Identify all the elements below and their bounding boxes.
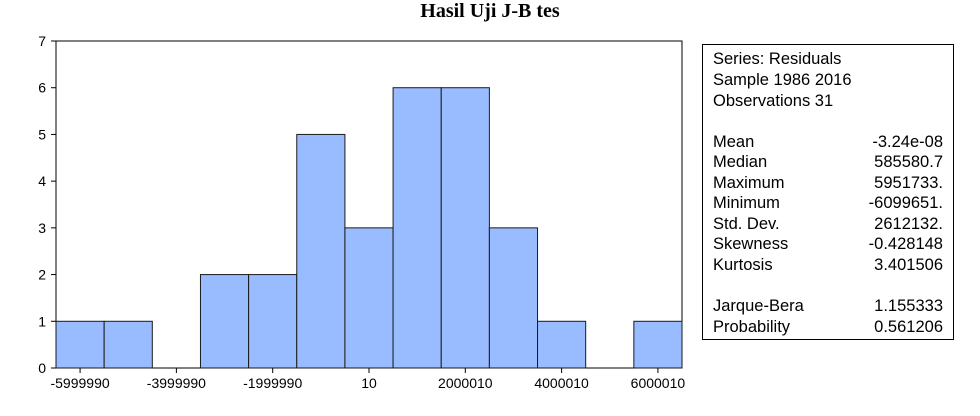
histogram-bar	[537, 320, 587, 369]
histogram-bar	[296, 133, 346, 369]
x-tick-label: 6000010	[631, 375, 686, 391]
y-tick-label: 0	[38, 360, 46, 376]
y-tick-label: 7	[38, 33, 46, 49]
stat-row-maximum: Maximum 5951733.	[713, 174, 943, 192]
stat-row-minimum: Minimum -6099651.	[713, 194, 943, 212]
y-tick-label: 6	[38, 80, 46, 96]
histogram-bar	[440, 87, 490, 369]
histogram-bar	[55, 320, 105, 369]
y-tick-label: 2	[38, 267, 46, 283]
histogram-bar	[633, 320, 683, 369]
histogram-bar	[488, 227, 539, 369]
series-label: Series: Residuals	[713, 50, 842, 68]
histogram-bar	[392, 87, 442, 369]
histogram-bar	[344, 227, 394, 369]
y-tick-label: 1	[38, 313, 46, 329]
y-tick-label: 5	[38, 126, 46, 142]
x-tick-label: 10	[361, 375, 377, 391]
stat-row-jarque-bera: Jarque-Bera 1.155333	[713, 297, 943, 315]
histogram-bar	[199, 274, 250, 369]
statistics-panel: Series: Residuals Sample 1986 2016 Obser…	[702, 44, 954, 340]
stat-row-mean: Mean -3.24e-08	[713, 133, 943, 151]
observations-label: Observations 31	[713, 92, 834, 110]
stat-row-probability: Probability 0.561206	[713, 318, 943, 336]
histogram-bar	[248, 274, 298, 369]
x-tick-label: 2000010	[438, 375, 493, 391]
stat-row-skewness: Skewness -0.428148	[713, 235, 943, 253]
chart-title: Hasil Uji J-B tes	[420, 0, 560, 22]
histogram-chart: 0 1 2 3 4 5 6 7 -5999990 -3999990 -1999990 10 200001…	[38, 33, 686, 391]
x-tick-label: -1999990	[243, 375, 302, 391]
stat-row-std-dev: Std. Dev. 2612132.	[713, 215, 943, 233]
x-tick-label: 4000010	[534, 375, 589, 391]
stat-row-kurtosis: Kurtosis 3.401506	[713, 256, 943, 274]
y-tick-label: 3	[38, 220, 46, 236]
sample-label: Sample 1986 2016	[713, 71, 852, 89]
y-tick-label: 4	[38, 173, 46, 189]
x-tick-label: -3999990	[147, 375, 206, 391]
stat-row-median: Median 585580.7	[713, 153, 943, 171]
histogram-bar	[103, 320, 153, 369]
x-tick-label: -5999990	[50, 375, 109, 391]
